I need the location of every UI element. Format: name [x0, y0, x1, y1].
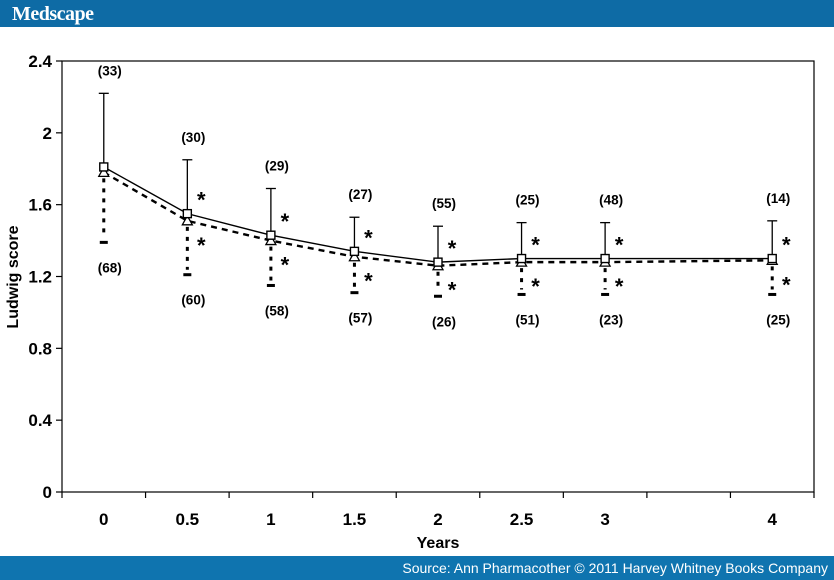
y-tick-label: 0: [43, 483, 52, 502]
chart-area: 0 0.4 0.8 1.2 1.6 2 2.4 0 0.5 1 1.5 2 2.5 3 4 Years Ludw…: [0, 27, 834, 556]
x-tick-label: 3: [600, 510, 609, 529]
series-dashed-triangles: (68) (60) (58) (57) (26) (51) (23) (25) * * * * * * *: [97, 166, 791, 329]
x-tick-label: 1.5: [343, 510, 367, 529]
significance-asterisk: *: [197, 188, 206, 213]
x-axis: 0 0.5 1 1.5 2 2.5 3 4: [61, 492, 815, 529]
header-bar: Medscape: [0, 0, 834, 27]
triangle-marker: [348, 250, 361, 262]
n-count-label: (60): [181, 293, 205, 308]
square-marker: [600, 253, 610, 264]
series-solid-squares: (33) (30) (29) (27) (55) (25) (48) (14) * * * * * * *: [98, 63, 791, 267]
y-tick-label: 2.4: [28, 52, 52, 71]
square-marker: [767, 253, 777, 264]
footer-bar: Source: Ann Pharmacother © 2011 Harvey W…: [0, 556, 834, 580]
square-marker: [266, 230, 276, 240]
n-count-label: (23): [599, 312, 623, 327]
y-tick-label: 0.8: [28, 339, 52, 358]
medscape-logo: Medscape: [12, 2, 94, 25]
plot-frame: [61, 60, 815, 493]
significance-asterisk: *: [364, 225, 373, 250]
significance-asterisk: *: [281, 209, 290, 234]
square-marker: [182, 208, 193, 219]
x-tick-label: 4: [767, 510, 777, 529]
triangle-marker: [97, 166, 110, 177]
n-count-label: (27): [348, 187, 372, 202]
n-count-label: (55): [432, 196, 456, 211]
x-axis-title: Years: [417, 535, 460, 552]
significance-asterisk: *: [531, 233, 540, 258]
x-tick-label: 0: [99, 510, 108, 529]
n-count-label: (29): [265, 159, 289, 174]
triangle-marker: [181, 214, 194, 226]
n-count-label: (51): [516, 312, 540, 327]
significance-asterisk: *: [615, 274, 624, 299]
significance-asterisk: *: [782, 233, 791, 258]
n-count-label: (25): [516, 193, 540, 208]
y-tick-label: 1.6: [28, 196, 52, 215]
n-count-label: (33): [98, 63, 122, 78]
x-tick-label: 1: [266, 510, 275, 529]
x-tick-label: 2: [433, 510, 442, 529]
n-count-label: (48): [599, 193, 623, 208]
significance-asterisk: *: [448, 236, 457, 261]
significance-asterisk: *: [782, 272, 791, 297]
triangle-marker: [264, 234, 277, 246]
x-tick-label: 2.5: [510, 510, 534, 529]
significance-asterisk: *: [197, 233, 206, 258]
n-count-label: (25): [766, 312, 790, 327]
significance-asterisk: *: [615, 233, 624, 258]
y-tick-label: 0.4: [28, 411, 52, 430]
square-marker: [433, 257, 443, 267]
series-line-solid: [103, 166, 773, 263]
y-axis: 0 0.4 0.8 1.2 1.6 2 2.4: [28, 52, 62, 502]
series-line-dashed: [103, 171, 773, 267]
n-count-label: (57): [348, 311, 372, 326]
significance-asterisk: *: [531, 274, 540, 299]
n-count-label: (58): [265, 303, 289, 318]
n-count-label: (68): [98, 260, 122, 275]
significance-asterisk: *: [364, 269, 373, 294]
y-axis-title: Ludwig score: [5, 225, 22, 328]
square-marker: [349, 246, 360, 257]
n-count-label: (14): [766, 191, 790, 206]
source-attribution: Source: Ann Pharmacother © 2011 Harvey W…: [402, 560, 828, 576]
significance-asterisk: *: [448, 278, 457, 303]
n-count-label: (26): [432, 314, 456, 329]
ludwig-score-chart: 0 0.4 0.8 1.2 1.6 2 2.4 0 0.5 1 1.5 2 2.5 3 4 Years Ludw…: [5, 52, 815, 552]
square-marker: [99, 162, 109, 172]
significance-asterisk: *: [281, 253, 290, 278]
n-count-label: (30): [181, 130, 205, 145]
y-tick-label: 2: [43, 124, 52, 143]
square-marker: [516, 253, 527, 264]
y-tick-label: 1.2: [28, 268, 52, 287]
x-tick-label: 0.5: [176, 510, 200, 529]
